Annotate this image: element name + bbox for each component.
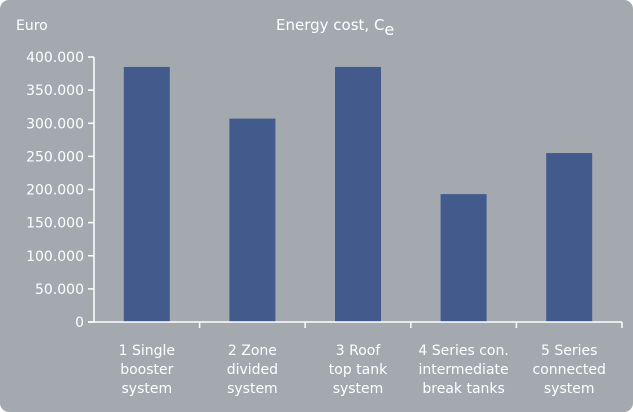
x-category-label-line: system xyxy=(227,381,278,397)
bar-2 xyxy=(229,118,276,322)
y-tick-label: 300.000 xyxy=(26,116,84,132)
y-tick-label: 200.000 xyxy=(26,183,84,199)
bar-5 xyxy=(546,153,593,322)
x-axis-category-labels: 1 Single booster system 2 Zone divided system… xyxy=(119,343,606,397)
x-category-label-1: 1 Single booster system xyxy=(119,343,175,397)
x-category-label-4: 4 Series con. intermediate break tanks xyxy=(418,343,508,397)
y-tick-label: 100.000 xyxy=(26,249,84,265)
y-tick-label: 350.000 xyxy=(26,83,84,99)
y-axis-unit-label: Euro xyxy=(16,18,48,34)
y-tick-label: 50.000 xyxy=(35,282,84,298)
bar-4 xyxy=(440,194,487,322)
x-category-label-line: system xyxy=(544,381,595,397)
x-category-label-line: system xyxy=(333,381,384,397)
x-category-label-line: 5 Series xyxy=(541,343,597,359)
x-category-label-line: divided xyxy=(227,362,278,378)
x-category-label-line: 4 Series con. xyxy=(418,343,508,359)
x-category-label-line: system xyxy=(121,381,172,397)
y-axis-ticks: 0 50.000 100.000 150.000 200.000 250.000 300.0… xyxy=(26,50,94,331)
x-category-label-line: intermediate xyxy=(419,362,509,378)
x-category-label-line: 2 Zone xyxy=(228,343,277,359)
x-axis-ticks xyxy=(198,322,623,328)
bars-group xyxy=(123,66,593,322)
chart-title: Energy cost, Ce xyxy=(276,16,394,39)
x-category-label-line: 1 Single xyxy=(119,343,175,359)
chart-title-subscript: e xyxy=(384,20,394,39)
x-category-label-line: booster xyxy=(120,362,173,378)
bar-1 xyxy=(123,66,170,322)
x-category-label-line: top tank xyxy=(329,362,388,378)
y-tick-label: 150.000 xyxy=(26,216,84,232)
x-category-label-2: 2 Zone divided system xyxy=(227,343,278,397)
y-tick-label: 0 xyxy=(75,315,84,331)
x-category-label-line: 3 Roof xyxy=(336,343,382,359)
y-tick-label: 250.000 xyxy=(26,149,84,165)
x-category-label-3: 3 Roof top tank system xyxy=(329,343,388,397)
y-tick-label: 400.000 xyxy=(26,50,84,66)
x-category-label-line: break tanks xyxy=(422,381,504,397)
x-category-label-line: connected xyxy=(533,362,606,378)
x-category-label-5: 5 Series connected system xyxy=(533,343,606,397)
chart-title-main: Energy cost, C xyxy=(276,16,384,34)
bar-3 xyxy=(335,66,381,322)
